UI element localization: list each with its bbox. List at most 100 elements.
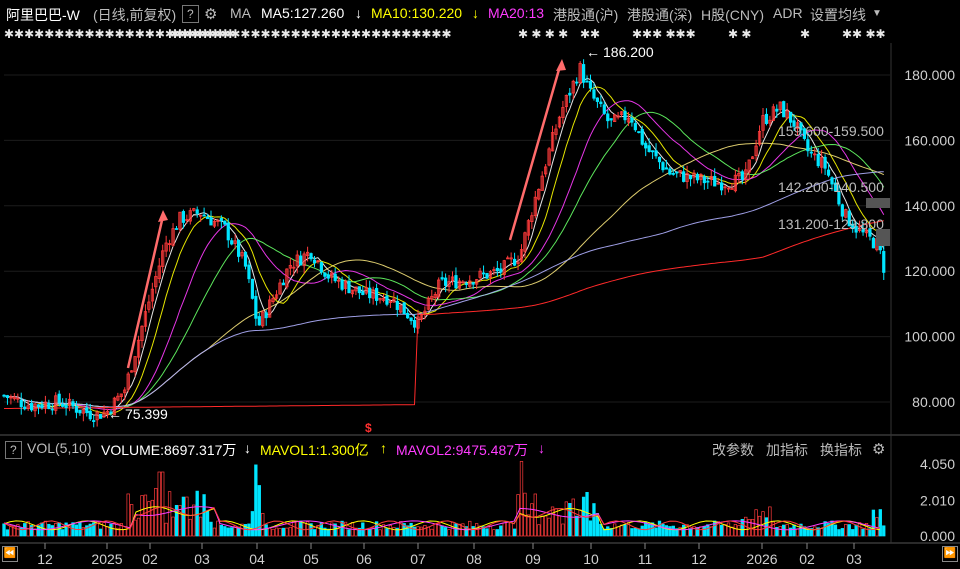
candle-body	[261, 311, 265, 327]
volume-bar	[871, 509, 876, 537]
volume-bar	[564, 501, 568, 537]
volume-bar	[668, 526, 672, 537]
volume-bar	[785, 524, 789, 537]
candle-body	[713, 175, 717, 187]
event-markers[interactable]: ✱✱	[580, 27, 601, 41]
swap-indicator-button[interactable]: 换指标	[820, 442, 862, 458]
candle-body	[547, 148, 551, 166]
candle-body	[181, 211, 185, 223]
candle-body	[33, 403, 37, 412]
candle-body	[99, 414, 103, 419]
tab-hk-connect-sh[interactable]: 港股通(沪)	[553, 7, 619, 23]
candle-body	[454, 275, 458, 289]
volume-bar	[188, 518, 192, 537]
volume-bar	[212, 527, 217, 537]
candle-body	[557, 116, 562, 128]
event-markers[interactable]: ✱	[800, 27, 811, 41]
volume-bar	[609, 528, 613, 537]
event-markers[interactable]: ✱ ✱	[728, 27, 752, 41]
volume-bar	[19, 527, 23, 537]
chevron-down-icon[interactable]: ▼	[872, 8, 882, 19]
volume-bar	[437, 523, 441, 537]
y-tick-label: 80.000	[912, 394, 955, 410]
candle-body	[406, 312, 410, 319]
candle-body	[150, 288, 154, 302]
adjust-mode[interactable]: (日线,前复权)	[93, 7, 177, 23]
event-markers[interactable]: ✱✱✱ ✱✱✱	[632, 27, 696, 41]
candle-body	[199, 214, 203, 217]
volume-bar	[740, 519, 744, 537]
volume-bar	[171, 516, 175, 537]
gear-icon[interactable]: ⚙	[204, 6, 218, 23]
change-params-button[interactable]: 改参数	[712, 442, 754, 458]
candle-body	[657, 156, 662, 163]
add-indicator-button[interactable]: 加指标	[766, 442, 808, 458]
volume-bar	[550, 506, 555, 537]
candle-body	[343, 280, 348, 289]
candle-body	[751, 156, 755, 160]
volume-bar	[105, 526, 110, 537]
candle-body	[592, 89, 596, 99]
candle-body	[792, 120, 796, 127]
candle-body	[737, 172, 741, 177]
volume-bar	[419, 526, 424, 537]
candle-body	[671, 173, 675, 175]
volume-bar	[337, 528, 341, 537]
candle-body	[178, 211, 182, 230]
volume-bar	[74, 524, 79, 537]
event-markers[interactable]: ✱✱✱✱✱✱✱✱✱✱✱✱✱✱✱✱✱✱✱✱✱✱✱	[4, 27, 236, 41]
candle-body	[116, 395, 120, 401]
help-button[interactable]: ?	[182, 5, 199, 23]
x-tick-label: 2025	[91, 551, 122, 567]
candle-body	[202, 214, 206, 217]
candle-body	[495, 267, 499, 272]
volume-help-button[interactable]: ?	[5, 441, 22, 459]
tab-adr[interactable]: ADR	[773, 5, 803, 21]
volume-bar	[109, 523, 113, 537]
volume-bar	[771, 521, 775, 537]
candle-body	[623, 110, 627, 121]
candle-body	[654, 150, 658, 157]
candle-body	[761, 115, 765, 131]
candle-body	[167, 243, 172, 246]
candle-body	[399, 304, 403, 313]
event-markers[interactable]: ✱✱ ✱✱	[842, 27, 886, 41]
volume-bar	[243, 524, 248, 537]
candle-body	[92, 420, 96, 422]
high-price-label: 186.200	[603, 44, 654, 60]
volume-bar	[312, 529, 317, 537]
mavol1-value: MAVOL1:1.300亿	[260, 442, 369, 458]
event-markers[interactable]: ✱ ✱ ✱ ✱	[518, 27, 569, 41]
volume-bar	[288, 526, 292, 537]
volume-gear-icon[interactable]: ⚙	[872, 441, 886, 458]
high-arrow-icon: ←	[586, 44, 600, 60]
tab-hk-connect-sz[interactable]: 港股通(深)	[627, 7, 693, 23]
event-markers[interactable]: ✱✱✱✱✱✱✱✱✱✱✱✱✱✱✱✱✱✱✱✱✱✱✱✱✱✱✱✱	[170, 27, 452, 41]
volume-bar	[857, 522, 862, 537]
volume-bar	[778, 526, 782, 537]
tab-h-share-cny[interactable]: H股(CNY)	[701, 7, 764, 23]
range-box	[876, 229, 890, 246]
settings-ma-button[interactable]: 设置均线	[810, 7, 866, 23]
candle-body	[254, 295, 258, 319]
candle-body	[768, 119, 772, 124]
volume-bar	[723, 524, 727, 537]
volume-bar	[112, 522, 117, 537]
volume-bar	[709, 526, 713, 537]
volume-bar	[385, 528, 389, 537]
volume-bar	[343, 521, 348, 537]
x-tick-label: 05	[303, 551, 319, 567]
candle-body	[54, 395, 58, 411]
volume-bar	[157, 471, 161, 537]
volume-bar	[512, 528, 517, 537]
candle-body	[212, 220, 217, 227]
scroll-left-button[interactable]: ⏪	[2, 546, 18, 562]
volume-value: VOLUME:8697.317万	[101, 442, 237, 458]
scroll-right-button[interactable]: ⏩	[942, 546, 958, 562]
candle-body	[506, 257, 510, 260]
candle-body	[640, 129, 644, 145]
volume-bar	[568, 503, 572, 537]
candle-body	[388, 301, 393, 303]
volume-bar	[585, 492, 589, 537]
